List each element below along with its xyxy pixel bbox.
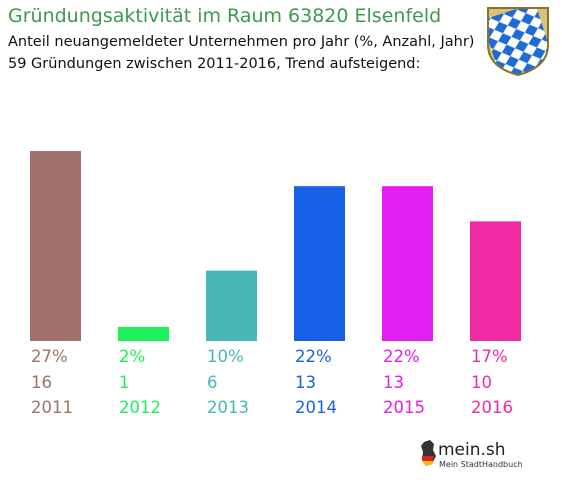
year-label-2016: 2016 [471,398,513,417]
percent-label-2016: 17% [471,347,508,366]
year-label-2015: 2015 [383,398,425,417]
bar-2012 [118,326,169,341]
bar-2014 [294,186,345,341]
count-label-2011: 16 [31,373,52,392]
bar-2011 [30,151,81,341]
bavaria-coat-of-arms-icon [487,7,549,77]
count-label-2016: 10 [471,373,492,392]
year-label-2013: 2013 [207,398,249,417]
percent-label-2011: 27% [31,347,68,366]
germany-map-icon [421,440,436,466]
percent-label-2014: 22% [295,347,332,366]
percent-label-2012: 2% [119,347,146,366]
percent-label-2013: 10% [207,347,244,366]
chart-title: Gründungsaktivität im Raum 63820 Elsenfe… [8,5,442,27]
bar-2015 [382,186,433,341]
count-label-2015: 13 [383,373,404,392]
year-label-2012: 2012 [119,398,161,417]
chart-subtitle: Anteil neuangemeldeter Unternehmen pro J… [8,34,475,50]
count-label-2012: 1 [119,373,130,392]
chart-summary: 59 Gründungen zwischen 2011-2016, Trend … [8,56,421,72]
logo-tagline: Mein StadtHandbuch [439,460,523,469]
bar-2013 [206,270,257,341]
year-label-2011: 2011 [31,398,73,417]
bar-2016 [470,221,521,341]
logo-text: mein.sh [438,440,506,460]
percent-label-2015: 22% [383,347,420,366]
count-label-2013: 6 [207,373,218,392]
year-label-2014: 2014 [295,398,337,417]
count-label-2014: 13 [295,373,316,392]
